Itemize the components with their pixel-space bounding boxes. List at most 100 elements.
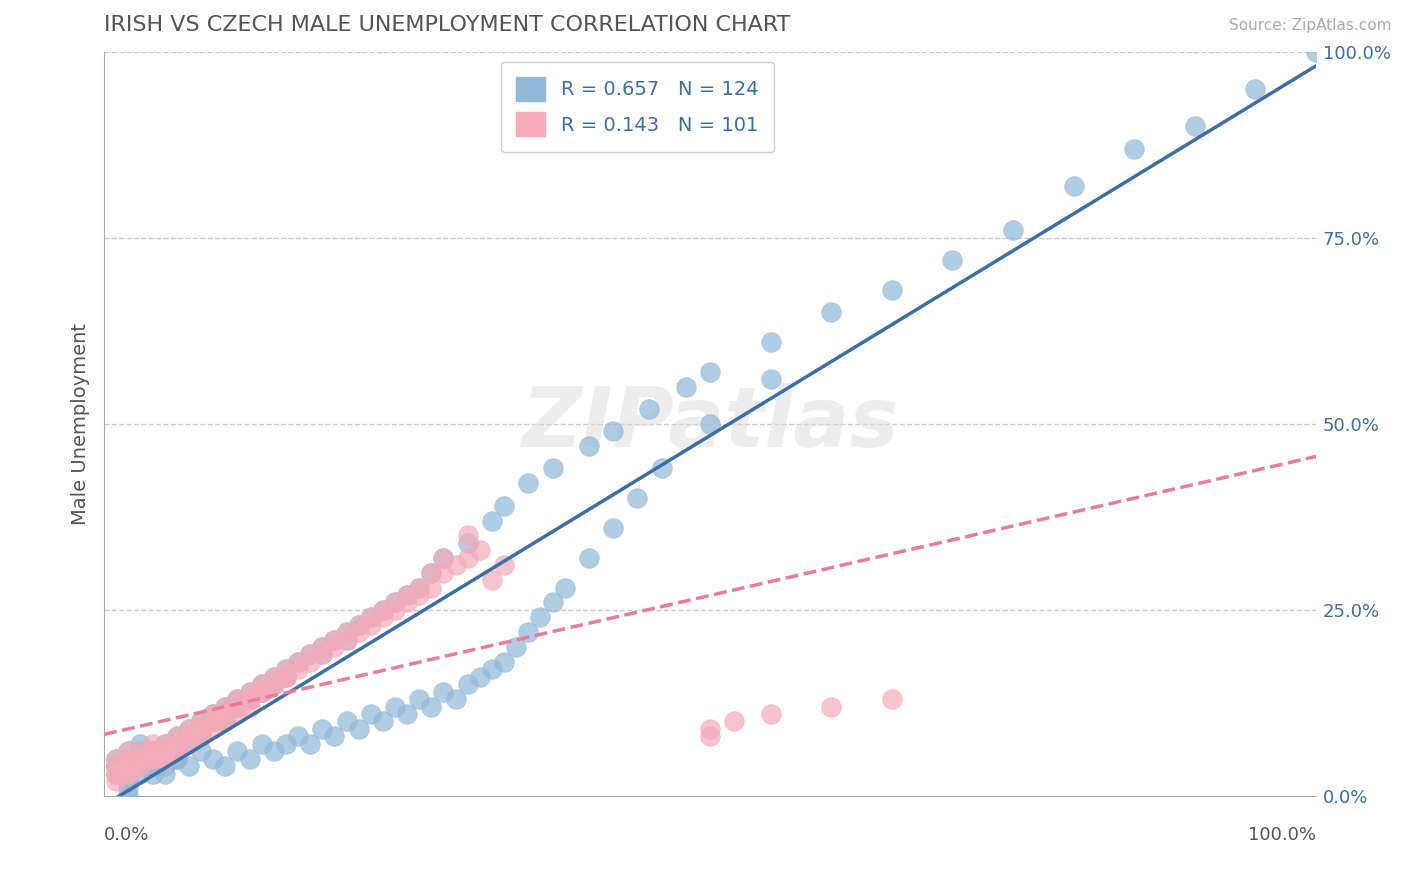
Point [529, 610, 551, 624]
Point [226, 699, 249, 714]
Text: 0.0%: 0.0% [104, 826, 149, 844]
Point [202, 706, 225, 721]
Point [177, 737, 200, 751]
Point [384, 699, 406, 714]
Point [396, 588, 419, 602]
Point [347, 625, 370, 640]
Point [238, 684, 260, 698]
Point [371, 610, 394, 624]
Point [371, 603, 394, 617]
Point [105, 774, 128, 789]
Point [214, 699, 236, 714]
Point [226, 706, 249, 721]
Point [177, 759, 200, 773]
Point [226, 699, 249, 714]
Text: ZIPatlas: ZIPatlas [522, 384, 898, 465]
Y-axis label: Male Unemployment: Male Unemployment [72, 323, 90, 524]
Point [142, 759, 165, 773]
Point [105, 766, 128, 780]
Point [214, 714, 236, 729]
Point [360, 610, 382, 624]
Point [202, 714, 225, 729]
Point [675, 379, 697, 393]
Point [274, 662, 297, 676]
Point [457, 528, 479, 542]
Point [457, 677, 479, 691]
Point [481, 514, 503, 528]
Point [371, 714, 394, 729]
Point [129, 744, 152, 758]
Point [238, 751, 260, 765]
Point [263, 677, 285, 691]
Point [335, 714, 357, 729]
Point [238, 692, 260, 706]
Point [202, 714, 225, 729]
Point [638, 401, 661, 416]
Point [1123, 142, 1146, 156]
Point [190, 744, 212, 758]
Point [494, 558, 516, 573]
Point [626, 491, 648, 506]
Point [651, 461, 673, 475]
Point [505, 640, 527, 654]
Point [105, 759, 128, 773]
Point [177, 729, 200, 743]
Point [444, 558, 467, 573]
Point [759, 334, 782, 349]
Point [129, 751, 152, 765]
Point [250, 737, 273, 751]
Point [166, 729, 188, 743]
Point [299, 655, 322, 669]
Point [420, 566, 443, 580]
Point [347, 722, 370, 736]
Point [578, 439, 600, 453]
Point [432, 550, 454, 565]
Point [311, 722, 333, 736]
Point [941, 253, 963, 268]
Point [699, 729, 721, 743]
Point [177, 729, 200, 743]
Point [202, 714, 225, 729]
Point [129, 751, 152, 765]
Point [250, 684, 273, 698]
Point [226, 692, 249, 706]
Point [117, 751, 139, 765]
Point [820, 699, 842, 714]
Point [153, 737, 176, 751]
Point [153, 759, 176, 773]
Point [432, 684, 454, 698]
Point [384, 595, 406, 609]
Point [263, 744, 285, 758]
Point [396, 706, 419, 721]
Point [371, 603, 394, 617]
Point [117, 766, 139, 780]
Point [142, 751, 165, 765]
Point [214, 706, 236, 721]
Point [880, 692, 903, 706]
Point [408, 692, 430, 706]
Point [177, 722, 200, 736]
Point [166, 751, 188, 765]
Point [117, 759, 139, 773]
Point [396, 588, 419, 602]
Point [105, 766, 128, 780]
Point [142, 766, 165, 780]
Point [153, 751, 176, 765]
Point [287, 655, 309, 669]
Point [287, 729, 309, 743]
Point [226, 692, 249, 706]
Point [142, 751, 165, 765]
Point [274, 670, 297, 684]
Point [335, 632, 357, 647]
Point [202, 722, 225, 736]
Point [214, 706, 236, 721]
Point [117, 759, 139, 773]
Point [142, 744, 165, 758]
Point [190, 729, 212, 743]
Point [117, 751, 139, 765]
Point [759, 706, 782, 721]
Point [274, 662, 297, 676]
Point [1244, 82, 1267, 96]
Point [105, 759, 128, 773]
Point [177, 737, 200, 751]
